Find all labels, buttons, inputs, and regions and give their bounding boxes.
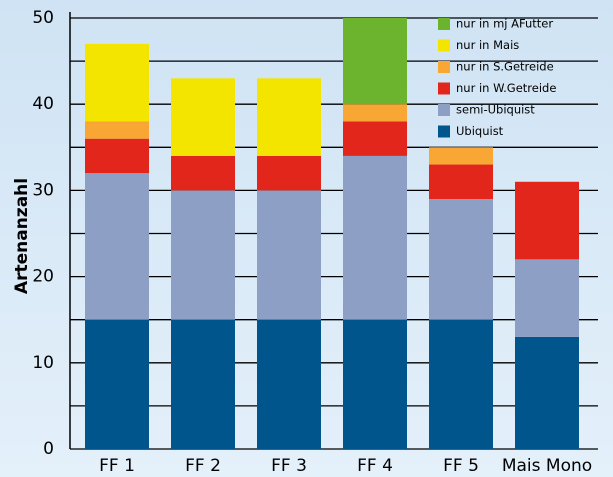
legend-label: nur in Mais xyxy=(456,38,519,52)
y-tick-label: 10 xyxy=(32,353,54,373)
bar-segment xyxy=(429,147,493,165)
legend-label: nur in W.Getreide xyxy=(456,81,556,95)
x-tick-label: FF 5 xyxy=(443,456,479,476)
bar-segment xyxy=(85,319,149,449)
bar-segment xyxy=(171,78,235,156)
legend-swatch xyxy=(438,82,450,95)
bar-segment xyxy=(85,173,149,320)
bar-segment xyxy=(429,199,493,320)
bar-segment xyxy=(343,121,407,156)
bar-segment xyxy=(171,155,235,191)
legend-swatch xyxy=(438,125,450,138)
legend-swatch xyxy=(438,61,450,73)
bar-segment xyxy=(343,319,407,449)
bar-segment xyxy=(515,336,579,449)
legend-label: Ubiquist xyxy=(456,124,504,138)
bar-segment xyxy=(257,190,321,320)
x-tick-label: Mais Mono xyxy=(502,456,592,476)
bar-segment xyxy=(429,319,493,449)
bar-segment xyxy=(257,78,321,156)
legend-swatch xyxy=(438,39,450,52)
y-tick-label: 30 xyxy=(32,180,54,200)
legend-swatch xyxy=(438,104,450,116)
legend-label: nur in S.Getreide xyxy=(456,60,554,74)
y-tick-label: 0 xyxy=(43,439,54,459)
bar-segment xyxy=(343,104,407,122)
bar-segment xyxy=(85,43,149,122)
bar-segment xyxy=(171,190,235,320)
x-tick-label: FF 2 xyxy=(185,456,221,476)
bar-segment xyxy=(515,181,579,260)
bar-segment xyxy=(85,138,149,174)
legend-label: semi-Ubiquist xyxy=(456,103,535,117)
bar-segment xyxy=(343,18,407,105)
bar-segment xyxy=(85,121,149,139)
x-tick-label: FF 4 xyxy=(357,456,393,476)
legend-label: nur in mj AFutter xyxy=(456,17,553,31)
bar-segment xyxy=(515,259,579,337)
bar-segment xyxy=(257,155,321,191)
bar-segment xyxy=(429,164,493,200)
bar-segment xyxy=(257,319,321,449)
legend-swatch xyxy=(438,18,450,30)
y-tick-label: 20 xyxy=(32,267,54,287)
x-tick-label: FF 3 xyxy=(271,456,307,476)
y-tick-label: 50 xyxy=(32,8,54,28)
y-tick-label: 40 xyxy=(32,94,54,114)
bar-segment xyxy=(343,155,407,320)
bar-segment xyxy=(171,319,235,449)
x-tick-label: FF 1 xyxy=(99,456,135,476)
y-axis-label: Artenanzahl xyxy=(12,178,32,294)
